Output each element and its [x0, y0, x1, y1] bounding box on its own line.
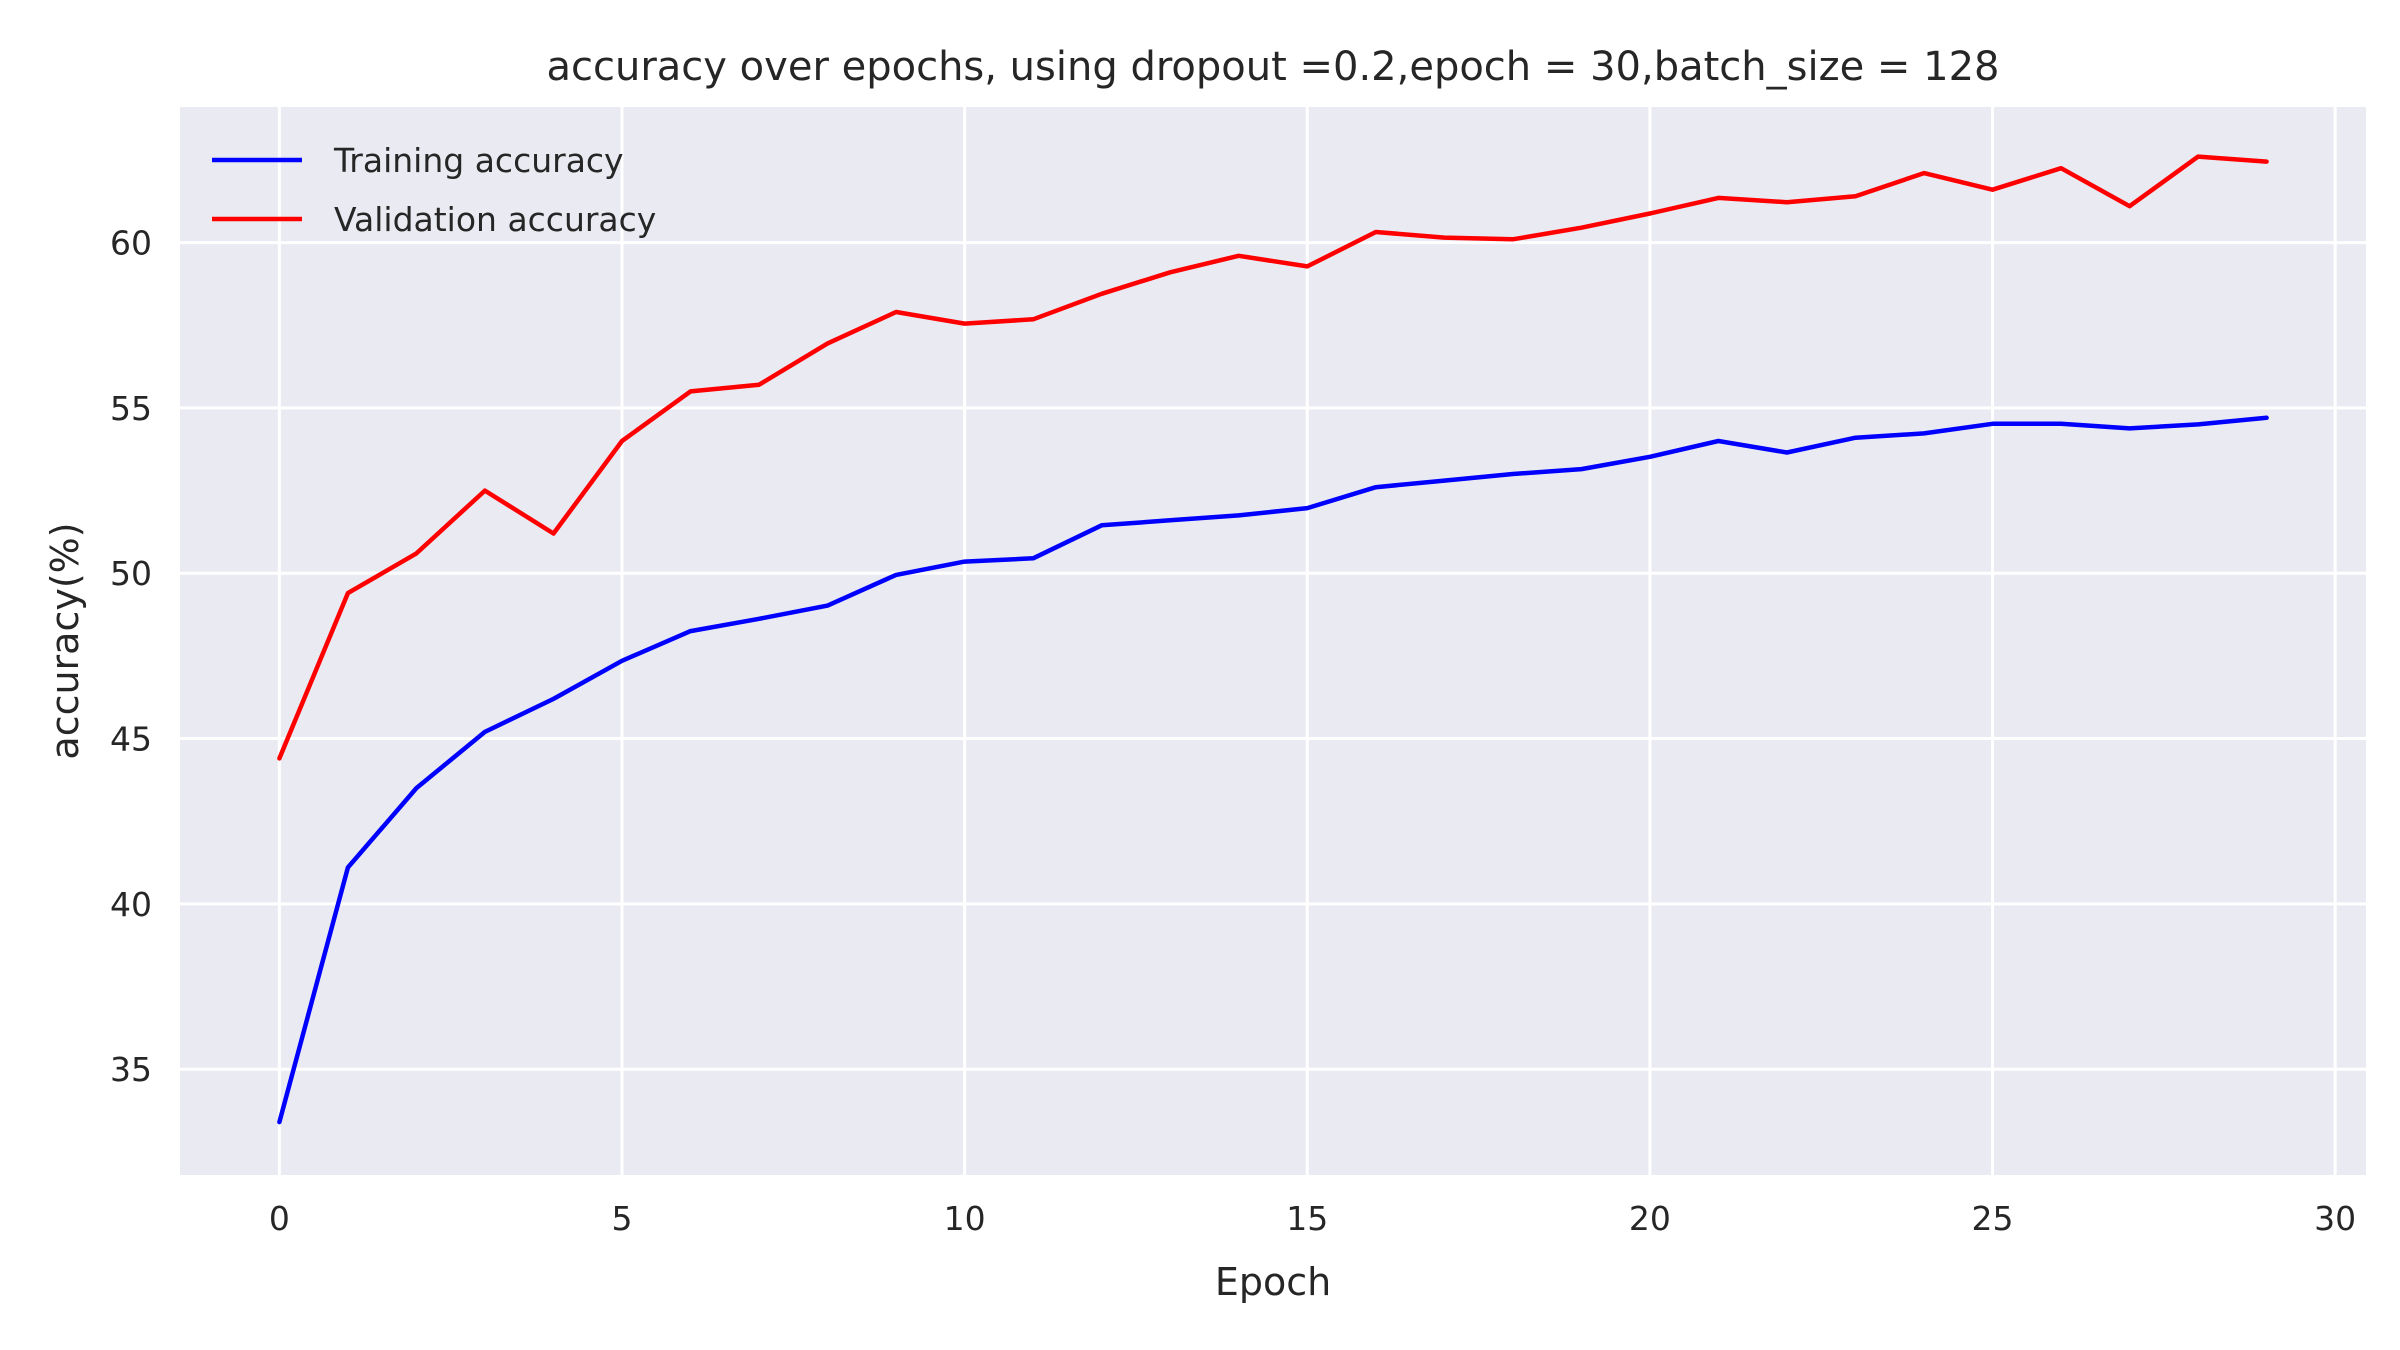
y-tick-label: 45	[110, 720, 152, 759]
y-tick-label: 40	[110, 885, 152, 924]
y-tick-label: 55	[110, 389, 152, 428]
x-axis-label: Epoch	[1215, 1260, 1331, 1304]
y-tick-label: 35	[110, 1050, 152, 1089]
legend: Training accuracy Validation accuracy	[212, 141, 656, 239]
chart-title: accuracy over epochs, using dropout =0.2…	[547, 44, 2000, 90]
legend-label-validation: Validation accuracy	[334, 200, 656, 239]
series-lines	[277, 154, 2269, 1125]
x-tick-label: 10	[944, 1199, 986, 1238]
validation-accuracy-line	[277, 154, 2269, 761]
y-axis-label: accuracy(%)	[43, 522, 87, 759]
y-tick-label: 60	[110, 224, 152, 263]
plot-area	[180, 107, 2366, 1175]
y-tick-label: 50	[110, 554, 152, 593]
x-tick-label: 20	[1629, 1199, 1671, 1238]
x-tick-labels: 0 5 10 15 20 25 30	[269, 1199, 2356, 1238]
x-tick-label: 15	[1286, 1199, 1328, 1238]
y-tick-labels: 35 40 45 50 55 60	[110, 224, 152, 1090]
x-tick-label: 25	[1972, 1199, 2014, 1238]
legend-label-training: Training accuracy	[333, 141, 624, 180]
x-tick-label: 30	[2314, 1199, 2356, 1238]
grid	[180, 107, 2366, 1175]
x-tick-label: 5	[611, 1199, 632, 1238]
x-tick-label: 0	[269, 1199, 290, 1238]
training-accuracy-line	[277, 415, 2269, 1125]
